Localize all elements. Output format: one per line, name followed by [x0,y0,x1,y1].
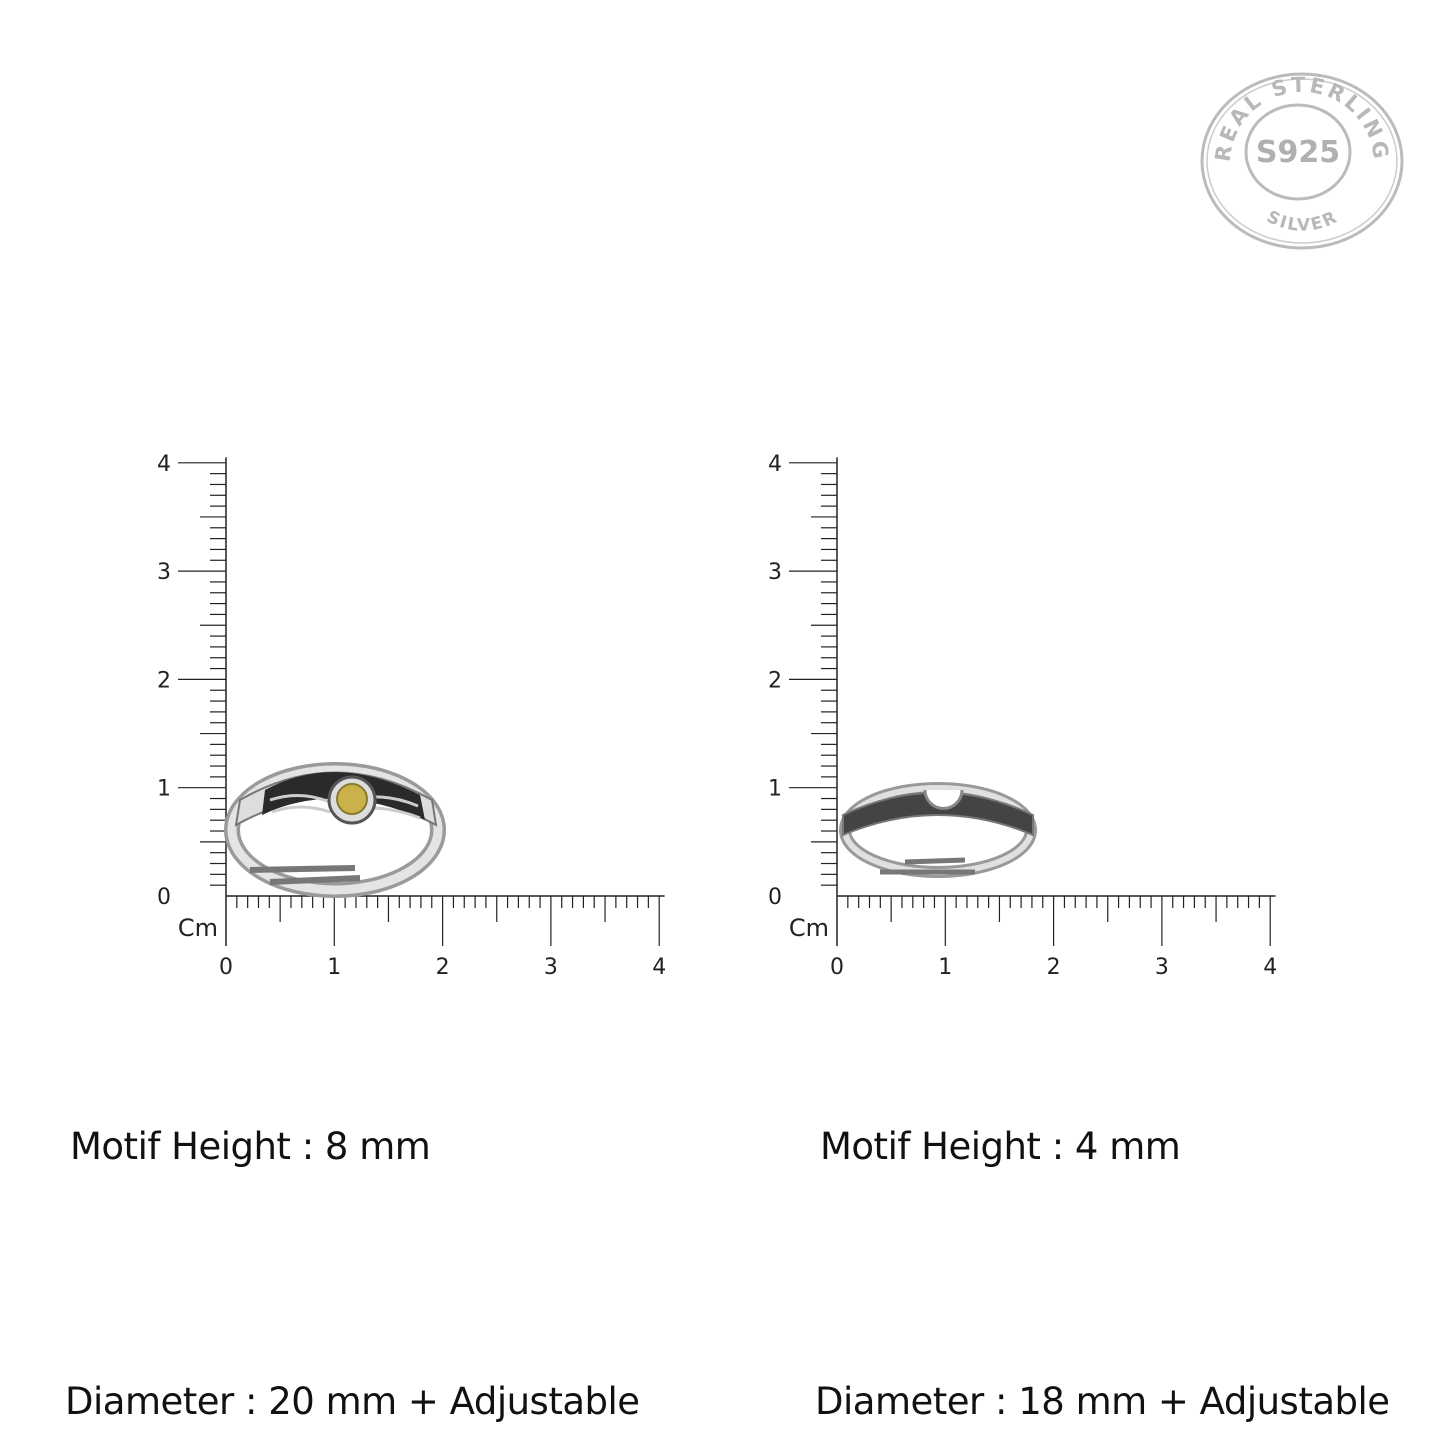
x-tick-label: 2 [436,955,450,980]
x-tick-label: 1 [938,955,952,980]
x-tick-label: 3 [1155,955,1169,980]
ruler-left: 0 1 2 3 4 0 1 2 3 4 Cm [157,452,666,980]
x-tick-label: 4 [652,955,666,980]
x-tick-label: 0 [830,955,844,980]
x-tick-label: 0 [219,955,233,980]
y-tick-label: 4 [768,452,782,477]
seal-center-text: S925 [1256,135,1340,170]
unit-label: Cm [789,914,829,942]
ruler-right: 0 1 2 3 4 0 1 2 3 4 Cm [768,452,1277,980]
y-tick-label: 0 [157,885,171,910]
motif-height-right: Motif Height : 4 mm [820,1125,1181,1168]
y-tick-label: 2 [768,668,782,693]
diameter-right: Diameter : 18 mm + Adjustable [815,1380,1390,1423]
x-tick-label: 2 [1047,955,1061,980]
sterling-silver-seal: REAL STERLING S925 SILVER [1200,72,1404,250]
x-tick-label: 3 [544,955,558,980]
x-tick-label: 4 [1263,955,1277,980]
diameter-left: Diameter : 20 mm + Adjustable [65,1380,640,1423]
y-tick-label: 4 [157,452,171,477]
y-tick-label: 3 [157,560,171,585]
svg-text:SILVER: SILVER [1263,207,1341,236]
unit-label: Cm [178,914,218,942]
motif-height-left: Motif Height : 8 mm [70,1125,431,1168]
moon-ring-image [839,782,1037,878]
y-tick-label: 0 [768,885,782,910]
sun-ring-image [224,762,446,898]
x-tick-label: 1 [327,955,341,980]
seal-bottom-text: SILVER [1263,207,1339,236]
y-tick-label: 1 [157,777,171,802]
y-tick-label: 2 [157,668,171,693]
y-tick-label: 1 [768,777,782,802]
y-tick-label: 3 [768,560,782,585]
